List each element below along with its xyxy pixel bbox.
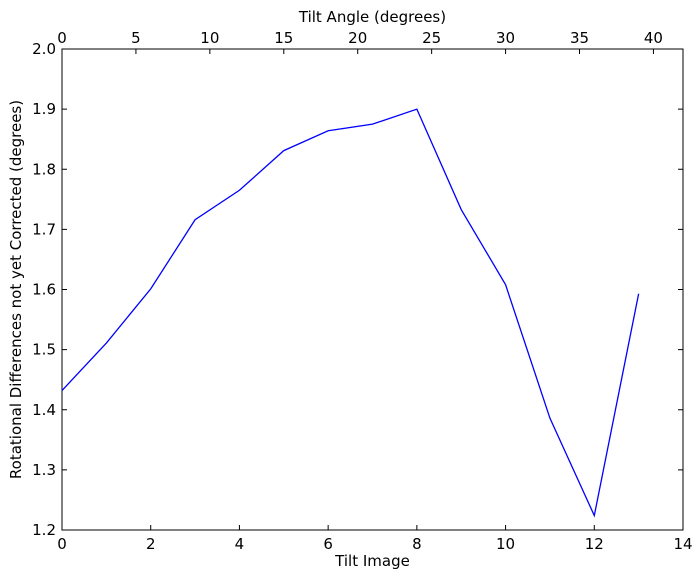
x2-tick-label: 20 <box>348 29 367 47</box>
x2-tick-label: 35 <box>570 29 589 47</box>
y-tick-label: 1.7 <box>32 220 56 238</box>
y-tick-label: 1.2 <box>32 521 56 539</box>
y-tick-label: 2.0 <box>32 40 56 58</box>
series-line-0 <box>61 108 640 518</box>
x-tick-label: 12 <box>585 535 604 553</box>
y-tick-label: 1.9 <box>32 100 56 118</box>
y-axis-title: Rotational Differences not yet Corrected… <box>7 100 25 479</box>
x-tick-label: 2 <box>146 535 156 553</box>
y-tick-label: 1.5 <box>32 341 56 359</box>
x-tick-label: 8 <box>412 535 422 553</box>
top-axis-title: Tilt Angle (degrees) <box>298 8 446 26</box>
x2-tick-label: 15 <box>274 29 293 47</box>
y-tick-label: 1.8 <box>32 160 56 178</box>
plot-frame <box>61 48 684 531</box>
x-tick-label: 4 <box>235 535 245 553</box>
axis-ticks <box>61 48 684 531</box>
y-tick-label: 1.4 <box>32 401 56 419</box>
x2-tick-label: 10 <box>200 29 219 47</box>
y-tick-label: 1.3 <box>32 461 56 479</box>
x-tick-label: 0 <box>57 535 67 553</box>
x2-tick-label: 0 <box>57 29 67 47</box>
tick-labels: 0 2 4 6 8 10 12 14 0 5 10 15 20 25 30 35 40 1.2 1.3 1.4 1.5 1… <box>32 29 692 553</box>
x2-tick-label: 30 <box>496 29 515 47</box>
x-axis-title: Tilt Image <box>334 552 410 570</box>
x-tick-label: 14 <box>673 535 692 553</box>
x2-tick-label: 5 <box>131 29 141 47</box>
x-tick-label: 10 <box>496 535 515 553</box>
plot-area <box>61 48 684 531</box>
x-tick-label: 6 <box>323 535 333 553</box>
x2-tick-label: 25 <box>422 29 441 47</box>
x2-tick-label: 40 <box>644 29 663 47</box>
y-tick-label: 1.6 <box>32 281 56 299</box>
